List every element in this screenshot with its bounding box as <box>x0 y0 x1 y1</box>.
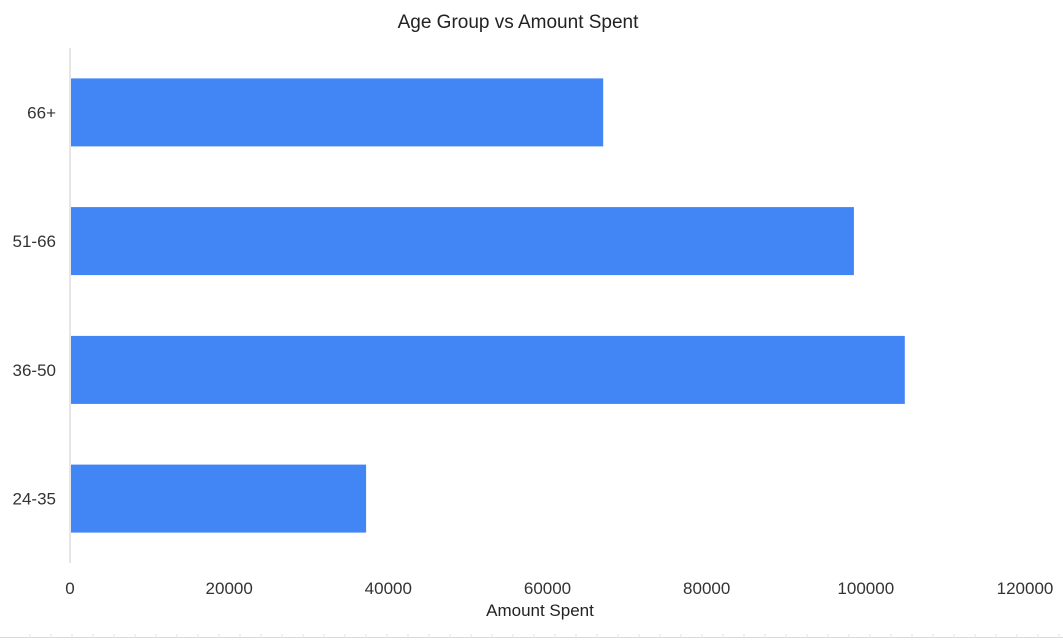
y-tick-label: 36-50 <box>13 361 56 380</box>
x-tick-labels: 0 20000 40000 60000 80000 100000 120000 <box>65 579 1053 598</box>
y-tick-labels: 24-35 36-50 51-66 66+ <box>13 103 57 508</box>
y-tick-label: 51-66 <box>13 232 56 251</box>
x-axis-title: Amount Spent <box>486 601 594 620</box>
bar-36-50 <box>71 335 905 404</box>
bar-51-66 <box>71 207 854 276</box>
x-tick-label: 20000 <box>206 579 253 598</box>
y-tick-label: 66+ <box>27 103 56 122</box>
x-tick-label: 80000 <box>683 579 730 598</box>
x-tick-label: 40000 <box>365 579 412 598</box>
bar-66+ <box>71 78 604 147</box>
y-tick-label: 24-35 <box>13 490 56 509</box>
bottom-rule-ticks <box>29 634 1060 638</box>
bar-24-35 <box>71 464 367 533</box>
chart-title: Age Group vs Amount Spent <box>398 12 640 33</box>
x-tick-label: 0 <box>65 579 74 598</box>
bars-group <box>71 78 905 533</box>
x-tick-label: 120000 <box>997 579 1054 598</box>
x-tick-label: 60000 <box>524 579 571 598</box>
x-tick-label: 100000 <box>837 579 894 598</box>
